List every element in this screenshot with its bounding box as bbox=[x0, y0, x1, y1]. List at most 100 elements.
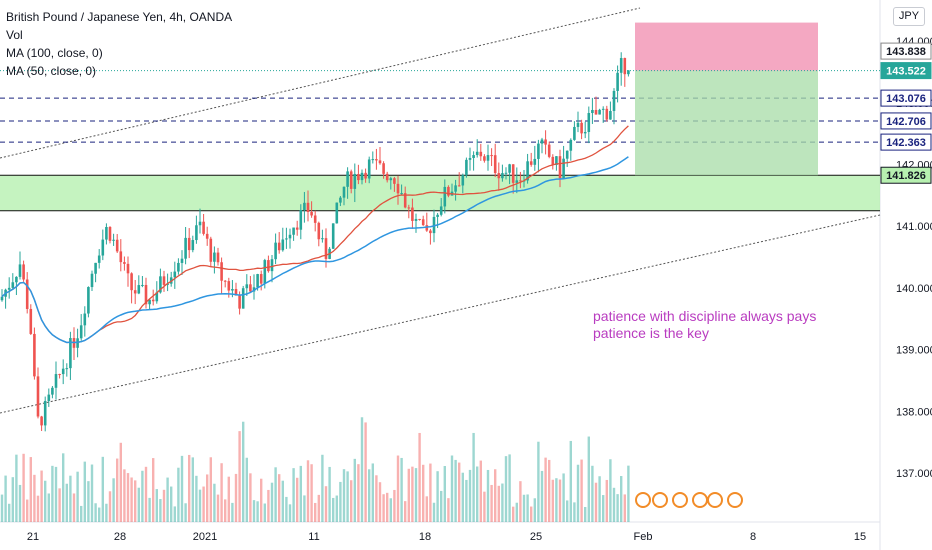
symbol-title[interactable]: British Pound / Japanese Yen, 4h, OANDA bbox=[6, 10, 233, 24]
candle-body bbox=[87, 287, 90, 314]
candle-body bbox=[486, 155, 490, 161]
volume-bar bbox=[515, 502, 518, 522]
annotation-line-2: patience is the key bbox=[593, 325, 709, 341]
volume-bar bbox=[540, 470, 544, 522]
volume-bar bbox=[69, 475, 72, 522]
volume-bar bbox=[209, 457, 212, 522]
candle-body bbox=[468, 157, 472, 160]
candle-body bbox=[389, 178, 393, 181]
volume-bar bbox=[378, 482, 382, 522]
candle-body bbox=[180, 258, 184, 263]
volume-bar bbox=[465, 479, 468, 522]
candle-body bbox=[241, 288, 245, 309]
candle-body bbox=[547, 144, 551, 157]
candle-body bbox=[130, 273, 133, 291]
volume-bars bbox=[0, 417, 630, 522]
candle-body bbox=[33, 333, 36, 377]
volume-bar bbox=[281, 480, 284, 522]
candle-body bbox=[558, 156, 562, 179]
candle-body bbox=[25, 279, 29, 309]
candle-body bbox=[267, 260, 270, 272]
candle-body bbox=[29, 308, 33, 334]
candle-body bbox=[529, 161, 533, 165]
candle-body bbox=[587, 113, 591, 132]
volume-bar bbox=[558, 479, 562, 522]
volume-bar bbox=[404, 501, 407, 522]
volume-bar bbox=[170, 486, 173, 522]
volume-bar bbox=[497, 485, 500, 522]
candle-body bbox=[126, 263, 130, 274]
ma100-indicator-label[interactable]: MA (100, close, 0) bbox=[6, 46, 103, 60]
volume-bar bbox=[252, 500, 256, 522]
candle-body bbox=[162, 276, 166, 285]
volume-bar bbox=[76, 471, 79, 522]
candle-body bbox=[551, 156, 555, 166]
candle-body bbox=[141, 284, 144, 286]
price-label-box bbox=[880, 166, 932, 184]
volume-indicator-label[interactable]: Vol bbox=[6, 28, 23, 42]
candle-body bbox=[15, 276, 18, 283]
volume-bar bbox=[80, 505, 83, 522]
candle-body bbox=[43, 400, 47, 426]
volume-bar bbox=[490, 484, 493, 522]
volume-bar bbox=[141, 470, 144, 522]
candle-body bbox=[519, 180, 522, 182]
candle-body bbox=[234, 288, 238, 296]
volume-bar bbox=[566, 500, 569, 522]
volume-bar bbox=[227, 476, 230, 522]
volume-bar bbox=[105, 503, 108, 522]
chart-annotation: patience with discipline always pays pat… bbox=[593, 308, 816, 342]
candle-body bbox=[173, 271, 177, 278]
x-tick-label: Feb bbox=[634, 531, 653, 543]
candle-body bbox=[231, 288, 234, 291]
candle-body bbox=[511, 164, 515, 183]
volume-bar bbox=[206, 474, 209, 522]
volume-bar bbox=[180, 455, 184, 522]
candle-body bbox=[313, 215, 317, 223]
volume-bar bbox=[213, 483, 216, 522]
volume-bar bbox=[620, 476, 623, 522]
candle-body bbox=[418, 218, 421, 220]
candle-body bbox=[425, 225, 429, 231]
candle-body bbox=[238, 295, 241, 309]
volume-bar bbox=[436, 471, 439, 522]
candle-body bbox=[594, 109, 598, 115]
volume-bar bbox=[162, 489, 166, 522]
volume-bar bbox=[458, 462, 461, 522]
volume-bar bbox=[476, 466, 479, 522]
volume-bar bbox=[33, 474, 36, 522]
volume-bar bbox=[234, 473, 238, 522]
volume-bar bbox=[432, 502, 436, 522]
candle-body bbox=[288, 234, 292, 239]
volume-bar bbox=[486, 469, 490, 522]
volume-bar bbox=[512, 506, 515, 522]
candle-body bbox=[51, 387, 54, 395]
price-label-box bbox=[880, 62, 932, 80]
volume-bar bbox=[278, 474, 281, 522]
candle-body bbox=[457, 185, 461, 187]
volume-bar bbox=[126, 473, 130, 522]
volume-bar bbox=[11, 477, 14, 522]
candle-body bbox=[202, 221, 205, 234]
volume-bar bbox=[562, 473, 565, 522]
volume-bar bbox=[468, 469, 472, 522]
candle-body bbox=[533, 158, 537, 165]
candle-body bbox=[7, 287, 11, 290]
volume-bar bbox=[90, 464, 94, 522]
ma50-indicator-label[interactable]: MA (50, close, 0) bbox=[6, 64, 97, 78]
volume-bar bbox=[371, 463, 374, 522]
volume-bar bbox=[159, 499, 162, 522]
candle-body bbox=[252, 287, 256, 292]
volume-bar bbox=[119, 442, 122, 522]
volume-bar bbox=[216, 494, 220, 522]
candle-body bbox=[69, 338, 72, 369]
candle-body bbox=[349, 171, 353, 189]
volume-bar bbox=[40, 470, 43, 522]
candle-body bbox=[396, 183, 400, 194]
currency-button[interactable]: JPY bbox=[893, 7, 925, 26]
volume-bar bbox=[339, 481, 342, 522]
volume-bar bbox=[602, 495, 605, 522]
price-label-box bbox=[880, 42, 932, 60]
candle-body bbox=[472, 155, 475, 158]
